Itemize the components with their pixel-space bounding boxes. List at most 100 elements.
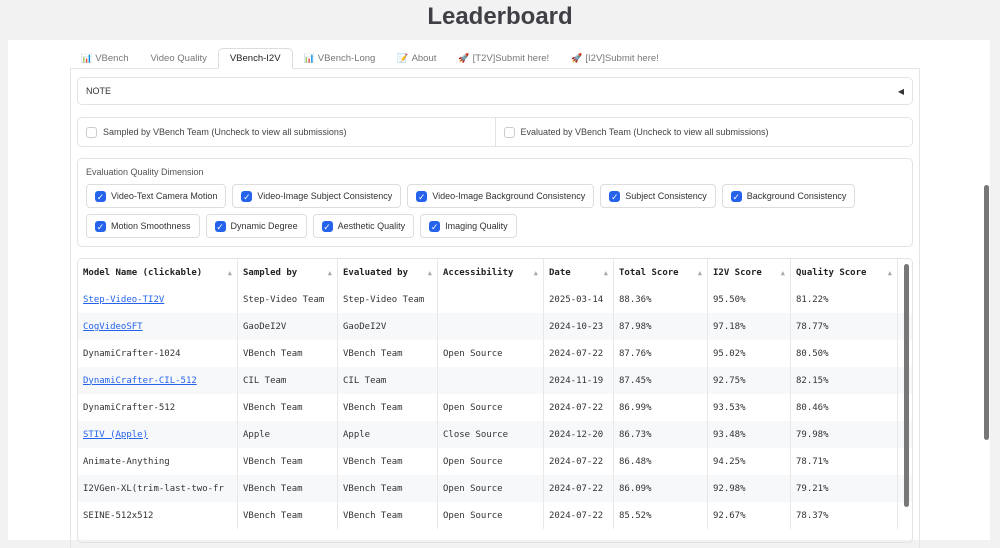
cell-text: 94.25% — [713, 456, 746, 467]
sort-arrow-icon[interactable]: ▲ — [427, 268, 432, 277]
column-header[interactable]: Quality Score ▲ — [791, 259, 898, 286]
column-header[interactable]: Total Score ▲ — [614, 259, 708, 286]
dimension-checkbox[interactable]: ✓ Video-Image Subject Consistency — [232, 184, 402, 208]
checkbox-icon[interactable] — [86, 126, 97, 138]
cell-text: 88.36% — [619, 294, 652, 305]
note-label: NOTE — [86, 86, 112, 96]
collapse-arrow-icon[interactable]: ◀ — [897, 86, 904, 96]
evaluated-by-vbench-checkbox[interactable]: Evaluated by VBench Team (Uncheck to vie… — [494, 118, 913, 146]
sampled-by-vbench-checkbox[interactable]: Sampled by VBench Team (Uncheck to view … — [78, 118, 495, 146]
table-cell: 2024-12-20 — [544, 421, 614, 448]
table-cell — [438, 286, 544, 313]
dimension-label: Background Consistency — [746, 191, 847, 201]
cell-text: 92.98% — [713, 483, 746, 494]
cell-text: 2024-12-20 — [549, 429, 604, 440]
table-cell: 2024-07-22 — [544, 475, 614, 502]
table-cell: CIL Team — [238, 367, 338, 394]
cell-text: SEINE-512x512 — [83, 510, 154, 521]
cell-text: Open Source — [443, 510, 503, 521]
checkmark-icon[interactable]: ✓ — [241, 190, 253, 202]
cell-text: 86.99% — [619, 402, 652, 413]
sort-arrow-icon[interactable]: ▲ — [533, 268, 538, 277]
sort-arrow-icon[interactable]: ▲ — [603, 268, 608, 277]
sort-arrow-icon[interactable]: ▲ — [887, 268, 892, 277]
dimension-checkbox[interactable]: ✓ Background Consistency — [721, 184, 856, 208]
table-cell: 94.25% — [708, 448, 791, 475]
table-cell: SEINE-512x512 — [78, 502, 238, 529]
table-cell: VBench Team — [338, 448, 438, 475]
cell-text: 2025-03-14 — [549, 294, 604, 305]
header-label: Quality Score — [796, 267, 867, 278]
checkmark-icon[interactable]: ✓ — [429, 220, 441, 232]
cell-text: 81.22% — [796, 294, 829, 305]
checkmark-icon[interactable]: ✓ — [321, 220, 333, 232]
tab-vbench-long[interactable]: 📊 VBench-Long — [293, 48, 387, 69]
model-link[interactable]: DynamiCrafter-CIL-512 — [83, 375, 197, 386]
tab-vbench-i2v[interactable]: VBench-I2V — [217, 48, 293, 69]
tab-about[interactable]: 📝 About — [386, 48, 447, 69]
table-cell: 92.75% — [708, 367, 791, 394]
table-row: Step-Video-TI2V Step-Video Team Step-Video… — [78, 286, 912, 313]
column-header[interactable]: I2V Score ▲ — [708, 259, 791, 286]
dimension-checkbox[interactable]: ✓ Subject Consistency — [600, 184, 716, 208]
tab--i2v-submit-here-[interactable]: 🚀 [I2V]Submit here! — [560, 48, 670, 69]
memo-icon: 📝 — [397, 53, 409, 63]
dimension-checkbox[interactable]: ✓ Dynamic Degree — [205, 214, 307, 238]
table-cell: 80.50% — [791, 340, 898, 367]
column-header[interactable]: Model Name (clickable) ▲ — [78, 259, 238, 286]
header-label: Model Name (clickable) — [83, 267, 203, 278]
dimension-checkbox[interactable]: ✓ Aesthetic Quality — [312, 214, 415, 238]
tab-video-quality[interactable]: Video Quality — [140, 48, 218, 69]
cell-text: VBench Team — [243, 510, 303, 521]
checkmark-icon[interactable]: ✓ — [95, 220, 106, 232]
checkmark-icon[interactable]: ✓ — [609, 190, 621, 202]
page-scrollbar[interactable] — [984, 185, 989, 440]
model-link[interactable]: STIV (Apple) — [83, 429, 149, 440]
checkbox-icon[interactable] — [503, 126, 515, 138]
table-cell: 81.22% — [791, 286, 898, 313]
table-cell: 80.46% — [791, 394, 898, 421]
cell-text: 86.09% — [619, 483, 652, 494]
table-cell: VBench Team — [338, 340, 438, 367]
cell-text: 97.18% — [713, 321, 746, 332]
tab-label: About — [411, 53, 437, 64]
model-link[interactable]: Step-Video-TI2V — [83, 294, 165, 305]
column-header[interactable]: Date ▲ — [544, 259, 614, 286]
table-cell: Step-Video Team — [338, 286, 438, 313]
dimension-checkbox[interactable]: ✓ Motion Smoothness — [86, 214, 200, 238]
column-header[interactable]: Accessibility ▲ — [438, 259, 544, 286]
column-header[interactable]: Sampled by ▲ — [238, 259, 338, 286]
table-scrollbar[interactable] — [904, 264, 909, 507]
checkmark-icon[interactable]: ✓ — [95, 190, 106, 202]
dimension-checkbox[interactable]: ✓ Video-Image Background Consistency — [407, 184, 595, 208]
note-accordion[interactable]: NOTE ◀ — [77, 77, 913, 105]
sort-arrow-icon[interactable]: ▲ — [227, 268, 232, 277]
leaderboard-table: Model Name (clickable) ▲ Sampled by ▲ Evalua… — [77, 258, 913, 543]
model-link[interactable]: CogVideoSFT — [83, 321, 143, 332]
cell-text: 87.45% — [619, 375, 652, 386]
cell-text: 95.50% — [713, 294, 746, 305]
tab-label: VBench-I2V — [229, 53, 281, 64]
cell-text: GaoDeI2V — [343, 321, 387, 332]
table-cell: 2024-11-19 — [544, 367, 614, 394]
checkmark-icon[interactable]: ✓ — [214, 220, 226, 232]
checkmark-icon[interactable]: ✓ — [416, 190, 428, 202]
table-cell: 85.52% — [614, 502, 708, 529]
tab--t2v-submit-here-[interactable]: 🚀 [T2V]Submit here! — [447, 48, 560, 69]
sort-arrow-icon[interactable]: ▲ — [780, 268, 785, 277]
table-cell: 95.02% — [708, 340, 791, 367]
table-cell: Apple — [238, 421, 338, 448]
tab-vbench[interactable]: 📊 VBench — [70, 48, 140, 69]
table-cell: Open Source — [438, 448, 544, 475]
dimension-checkbox[interactable]: ✓ Imaging Quality — [420, 214, 517, 238]
column-header[interactable]: Evaluated by ▲ — [338, 259, 438, 286]
cell-text: VBench Team — [343, 402, 403, 413]
sort-arrow-icon[interactable]: ▲ — [327, 268, 332, 277]
dimension-checkbox[interactable]: ✓ Video-Text Camera Motion — [86, 184, 227, 208]
cell-text: CIL Team — [243, 375, 287, 386]
sort-arrow-icon[interactable]: ▲ — [697, 268, 702, 277]
checkmark-icon[interactable]: ✓ — [730, 190, 742, 202]
table-cell: Open Source — [438, 340, 544, 367]
table-cell: 93.53% — [708, 394, 791, 421]
cell-text: Step-Video Team — [343, 294, 425, 305]
